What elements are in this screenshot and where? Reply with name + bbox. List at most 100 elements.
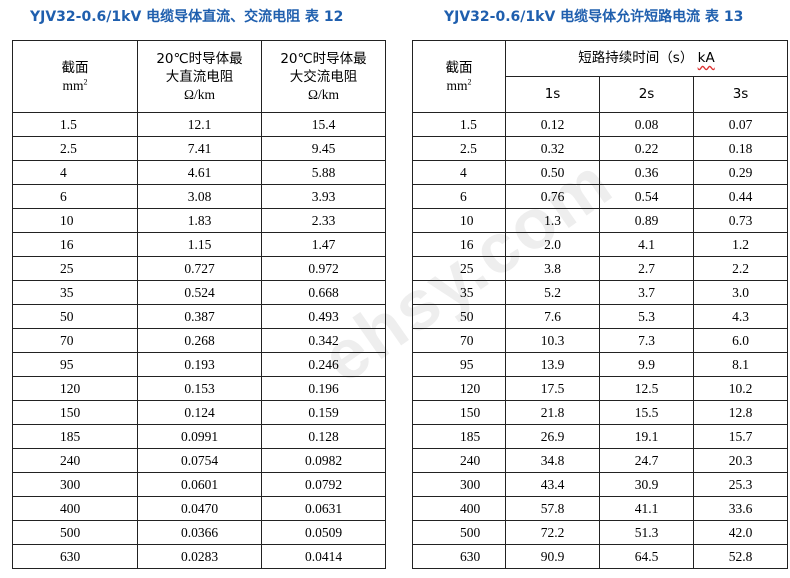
cell-cross-section: 35 [12, 280, 138, 305]
cell-cross-section: 1.5 [12, 112, 138, 137]
table-row: 6 0.76 0.54 0.44 [412, 184, 789, 209]
cell-value: 5.2 [505, 280, 600, 305]
cell-value: 0.32 [505, 136, 600, 161]
cell-value: 7.3 [599, 328, 694, 353]
cell-cross-section: 240 [412, 448, 506, 473]
cell-value: 43.4 [505, 472, 600, 497]
cell-value: 0.193 [137, 352, 262, 377]
cell-value: 4.3 [692, 304, 789, 329]
header-ac-resistance: 20℃时导体最 大交流电阻 Ω/km [261, 40, 386, 113]
table-row: 25 3.8 2.7 2.2 [412, 256, 789, 281]
cell-cross-section: 25 [12, 256, 138, 281]
cell-value: 9.9 [599, 352, 694, 377]
cell-value: 2.33 [261, 208, 386, 233]
cell-value: 0.0631 [261, 496, 386, 521]
short-circuit-table: 截面 mm2 短路持续时间（s） kA 1s 2s 3s 1.5 0.12 0.08… [412, 40, 789, 569]
cell-value: 0.07 [692, 112, 789, 137]
table-row: 16 1.15 1.47 [12, 232, 386, 257]
cell-value: 21.8 [505, 400, 600, 425]
header-cross-section: 截面 mm2 [12, 40, 138, 113]
cell-value: 0.12 [505, 112, 600, 137]
cell-cross-section: 6 [12, 184, 138, 209]
cell-value: 24.7 [599, 448, 694, 473]
cell-value: 19.1 [599, 424, 694, 449]
cell-cross-section: 2.5 [12, 136, 138, 161]
table-row: 6 3.08 3.93 [12, 184, 386, 209]
cell-value: 5.3 [599, 304, 694, 329]
table-row: 240 0.0754 0.0982 [12, 448, 386, 473]
cell-value: 15.7 [692, 424, 789, 449]
table-row: 4 0.50 0.36 0.29 [412, 160, 789, 185]
cell-value: 0.196 [261, 376, 386, 401]
table-row: 630 90.9 64.5 52.8 [412, 544, 789, 569]
cell-value: 0.22 [599, 136, 694, 161]
cell-value: 8.1 [692, 352, 789, 377]
cell-value: 17.5 [505, 376, 600, 401]
cell-value: 6.0 [692, 328, 789, 353]
cell-value: 25.3 [692, 472, 789, 497]
table-row: 500 72.2 51.3 42.0 [412, 520, 789, 545]
cell-value: 64.5 [599, 544, 694, 569]
resistance-table: 截面 mm2 20℃时导体最 大直流电阻 Ω/km 20℃时导体最 大交流电阻 … [12, 40, 386, 569]
cell-cross-section: 630 [12, 544, 138, 569]
cell-value: 0.159 [261, 400, 386, 425]
header-cross-section-unit: mm2 [62, 77, 88, 93]
cell-cross-section: 120 [12, 376, 138, 401]
table-row: 95 13.9 9.9 8.1 [412, 352, 789, 377]
cell-value: 57.8 [505, 496, 600, 521]
header-cross-section: 截面 mm2 [412, 40, 506, 113]
cell-cross-section: 150 [412, 400, 506, 425]
cell-value: 51.3 [599, 520, 694, 545]
cell-value: 10.3 [505, 328, 600, 353]
cell-cross-section: 185 [12, 424, 138, 449]
cell-value: 0.0754 [137, 448, 262, 473]
cell-value: 72.2 [505, 520, 600, 545]
table-row: 35 5.2 3.7 3.0 [412, 280, 789, 305]
cell-cross-section: 500 [12, 520, 138, 545]
cell-value: 4.1 [599, 232, 694, 257]
cell-value: 0.0991 [137, 424, 262, 449]
cell-value: 0.246 [261, 352, 386, 377]
table-row: 1.5 12.1 15.4 [12, 112, 386, 137]
table-row: 25 0.727 0.972 [12, 256, 386, 281]
cell-cross-section: 6 [412, 184, 506, 209]
cell-value: 0.44 [692, 184, 789, 209]
cell-value: 0.268 [137, 328, 262, 353]
cell-value: 0.36 [599, 160, 694, 185]
cell-value: 1.2 [692, 232, 789, 257]
cell-cross-section: 4 [412, 160, 506, 185]
cell-value: 0.89 [599, 208, 694, 233]
header-dc-resistance: 20℃时导体最 大直流电阻 Ω/km [137, 40, 262, 113]
cell-value: 0.0366 [137, 520, 262, 545]
cell-value: 33.6 [692, 496, 789, 521]
cell-value: 0.50 [505, 160, 600, 185]
table-row: 400 0.0470 0.0631 [12, 496, 386, 521]
cell-value: 0.18 [692, 136, 789, 161]
cell-cross-section: 240 [12, 448, 138, 473]
cell-value: 0.73 [692, 208, 789, 233]
cell-value: 1.15 [137, 232, 262, 257]
table-row: 400 57.8 41.1 33.6 [412, 496, 789, 521]
table-row: 240 34.8 24.7 20.3 [412, 448, 789, 473]
table-row: 2.5 0.32 0.22 0.18 [412, 136, 789, 161]
cell-cross-section: 95 [412, 352, 506, 377]
cell-value: 3.0 [692, 280, 789, 305]
cell-value: 2.2 [692, 256, 789, 281]
cell-cross-section: 16 [412, 232, 506, 257]
table-row: 120 17.5 12.5 10.2 [412, 376, 789, 401]
table-13-title: YJV32-0.6/1kV 电缆导体允许短路电流 表 13 [444, 9, 744, 25]
cell-value: 52.8 [692, 544, 789, 569]
cell-value: 0.0283 [137, 544, 262, 569]
table-row: 630 0.0283 0.0414 [12, 544, 386, 569]
cell-cross-section: 50 [12, 304, 138, 329]
cell-value: 7.6 [505, 304, 600, 329]
cell-value: 5.88 [261, 160, 386, 185]
cell-value: 0.0982 [261, 448, 386, 473]
cell-value: 0.0470 [137, 496, 262, 521]
table-row: 10 1.83 2.33 [12, 208, 386, 233]
header-3s: 3s [692, 76, 789, 113]
cell-cross-section: 150 [12, 400, 138, 425]
cell-value: 0.124 [137, 400, 262, 425]
cell-cross-section: 25 [412, 256, 506, 281]
header-unit-ka: kA [697, 50, 715, 66]
